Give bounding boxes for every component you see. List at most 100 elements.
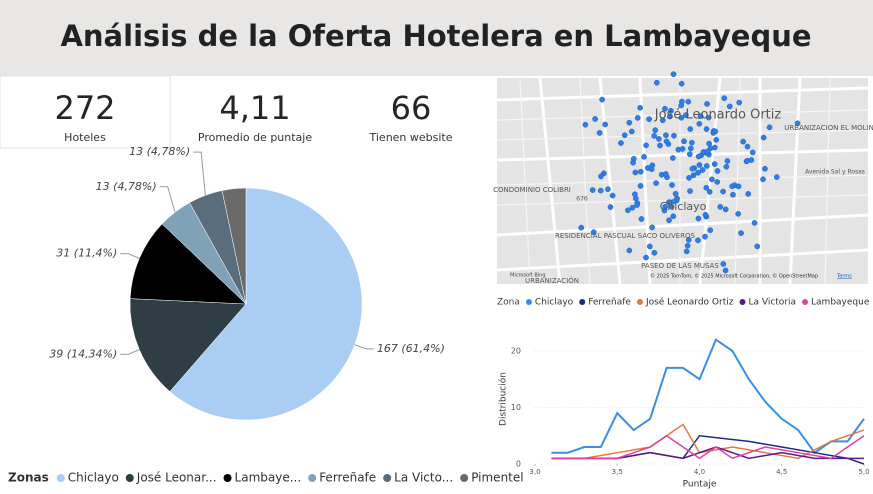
legend-label: Chiclayo [68, 471, 119, 485]
leader-line [159, 186, 176, 213]
x-tick-label: 5,0 [858, 468, 869, 476]
hotel-marker [696, 120, 703, 127]
data-label: 13 (4,78%) [96, 180, 157, 193]
hotel-marker [722, 267, 729, 274]
hotel-marker [659, 117, 666, 124]
map-label: Chiclayo [660, 200, 707, 213]
hotel-marker [685, 98, 692, 105]
leader-line [120, 349, 140, 355]
data-label: 13 (4,78%) [129, 145, 190, 158]
legend-marker [579, 299, 586, 305]
hotel-marker [713, 137, 720, 143]
hotel-marker [721, 95, 728, 102]
hotel-marker [661, 207, 668, 214]
hotel-marker [666, 217, 672, 224]
legend-marker [125, 474, 134, 482]
legend-label: José Leonardo Ortiz [645, 297, 734, 308]
hotel-marker [618, 140, 624, 146]
hotel-marker [723, 163, 730, 170]
hotel-marker [760, 134, 767, 141]
hotel-marker [637, 168, 644, 175]
hotel-marker [695, 153, 702, 160]
hotel-marker [652, 127, 659, 133]
hotel-marker [662, 105, 668, 112]
legend-marker [308, 474, 317, 482]
hotel-marker [707, 227, 714, 234]
hotel-marker [703, 163, 710, 169]
legend-marker [525, 299, 532, 305]
hotel-marker [704, 148, 711, 155]
hotel-marker [749, 149, 756, 156]
hotel-marker [695, 215, 702, 222]
hotel-marker [695, 237, 701, 244]
hotel-marker [714, 179, 721, 185]
data-label: 39 (14,34%) [49, 347, 117, 360]
legend-title: Zona [497, 298, 520, 308]
hotel-marker [643, 254, 649, 261]
hotel-marker [726, 103, 733, 110]
hotel-marker [682, 112, 689, 118]
hotel-marker [712, 128, 719, 135]
hotel-marker [663, 132, 669, 139]
legend-marker [460, 474, 469, 482]
y-tick-label: 10 [511, 403, 521, 412]
hotel-marker [670, 213, 677, 220]
hotel-marker [637, 104, 643, 111]
hotel-marker [671, 132, 677, 139]
legend-label: Ferreñafe [588, 298, 631, 308]
hotel-marker [730, 191, 736, 198]
hotel-marker [709, 176, 715, 183]
hotel-marker [744, 143, 751, 150]
hotel-marker [670, 71, 677, 78]
hotel-marker [649, 224, 655, 231]
hotel-marker [766, 124, 773, 131]
hotel-marker [654, 79, 660, 86]
hotel-marker [696, 162, 703, 168]
legend-label: La Victo... [394, 471, 453, 485]
hotel-marker [596, 130, 603, 136]
hotel-marker [657, 142, 663, 149]
hotel-marker [714, 168, 721, 174]
hotel-marker [690, 172, 697, 179]
hotel-marker [598, 173, 604, 180]
hotel-marker [634, 202, 640, 208]
hotel-marker [745, 191, 752, 197]
map-terms: Terms [836, 274, 852, 280]
hotel-markers [578, 71, 801, 274]
hotel-marker [705, 114, 712, 121]
kpi-card [0, 75, 171, 149]
hotel-marker [703, 126, 710, 132]
hotel-marker [669, 182, 675, 188]
hotel-marker [687, 145, 694, 152]
y-axis-title: Distribución [498, 372, 509, 426]
map-label: Avenida Sal y Rosas [805, 169, 865, 176]
hotel-marker [667, 113, 673, 120]
x-tick-label: 3,0 [529, 468, 540, 476]
map-streets [496, 77, 869, 285]
pie-slice [129, 298, 247, 392]
kpi-value: 4,11 [219, 89, 290, 127]
hotel-marker [735, 183, 742, 190]
hotel-marker [651, 133, 658, 139]
hotel-marker [678, 114, 685, 121]
map-label: URBANIZACION EL MOLINITO [784, 124, 873, 132]
legend-label: Ferreñafe [319, 471, 376, 485]
map-label: CONDOMINIO COLIBRI [493, 186, 571, 194]
hotel-marker [663, 171, 669, 177]
leader-line [193, 151, 206, 196]
hotel-marker [607, 204, 614, 210]
legend-label: Pimentel [471, 471, 523, 485]
x-tick-label: 4,0 [694, 468, 705, 476]
hotel-marker [687, 188, 693, 194]
series-line [551, 434, 865, 460]
hotel-marker [685, 237, 692, 243]
hotel-marker [760, 176, 766, 183]
hotel-marker [672, 190, 679, 197]
hotel-marker [720, 261, 727, 267]
map-provider: Microsoft Bing [510, 273, 546, 279]
hotel-marker [628, 128, 635, 135]
hotel-marker [706, 140, 712, 147]
legend-title: Zonas [8, 471, 49, 485]
hotel-marker [711, 161, 718, 167]
